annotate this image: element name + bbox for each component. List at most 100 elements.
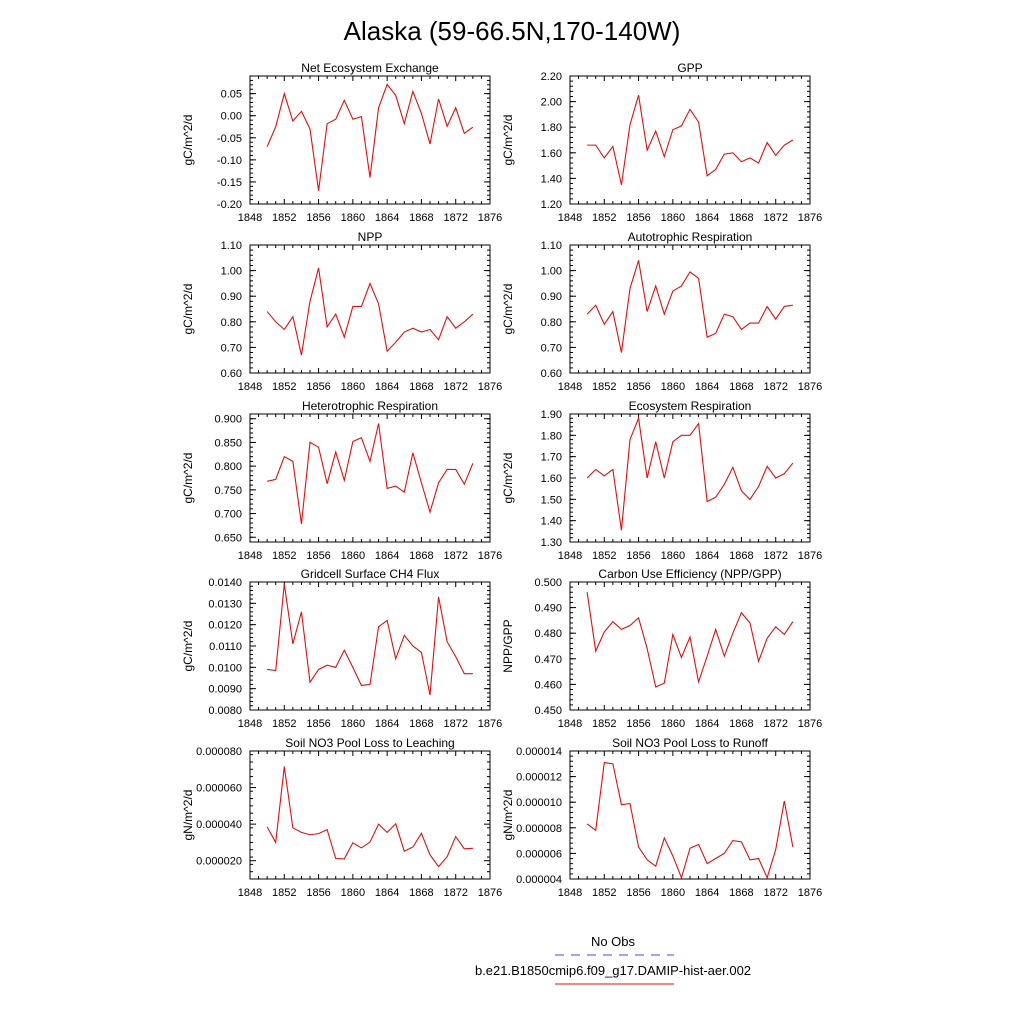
panel-5: Heterotrophic Respiration gC/m^2/d 1848 185… [181, 399, 502, 562]
y-tick-label: 0.00 [221, 111, 242, 123]
y-tick-label: 1.60 [541, 148, 562, 160]
y-tick-label: 0.90 [541, 291, 562, 303]
y-tick-label: 1.20 [541, 199, 562, 211]
series-line [586, 260, 793, 353]
panel-7: Gridcell Surface CH4 Flux gC/m^2/d 1848 185… [181, 567, 502, 730]
y-tick-label: 0.80 [541, 317, 562, 329]
y-tick-label: 0.000080 [196, 746, 242, 758]
x-tick-label: 1868 [409, 212, 433, 224]
y-tick-label: -0.15 [217, 177, 242, 189]
panel-3: NPP gC/m^2/d 1848 1852 1856 1860 1864 1868 1872 1… [181, 230, 502, 393]
x-tick-label: 1860 [661, 381, 685, 393]
x-tick-label: 1860 [341, 887, 365, 899]
series-line [586, 592, 794, 688]
x-tick-label: 1852 [592, 718, 616, 730]
y-tick-label: 1.40 [541, 173, 562, 185]
x-tick-label: 1860 [661, 212, 685, 224]
x-tick-label: 1856 [626, 381, 650, 393]
x-tick-label: 1852 [272, 550, 296, 562]
y-tick-label: 0.0140 [208, 577, 242, 589]
panel-title: Heterotrophic Respiration [302, 399, 438, 413]
x-tick-label: 1864 [695, 550, 719, 562]
y-tick-label: 0.470 [534, 654, 562, 666]
x-tick-label: 1868 [409, 718, 433, 730]
x-tick-label: 1856 [306, 381, 330, 393]
x-tick-label: 1856 [306, 718, 330, 730]
x-tick-label: 1868 [409, 550, 433, 562]
x-tick-label: 1872 [443, 381, 467, 393]
y-tick-label: 0.800 [214, 461, 242, 473]
x-tick-label: 1848 [238, 212, 262, 224]
y-axis-label: gN/m^2/d [181, 790, 195, 841]
panel-9: Soil NO3 Pool Loss to Leaching gN/m^2/d 18… [181, 736, 502, 899]
panel-title: Autotrophic Respiration [628, 230, 753, 244]
series-line [266, 83, 474, 191]
y-axis-label: gC/m^2/d [181, 115, 195, 166]
y-tick-label: 1.00 [541, 266, 562, 278]
x-tick-label: 1864 [695, 718, 719, 730]
x-tick-label: 1848 [238, 550, 262, 562]
x-tick-label: 1848 [238, 381, 262, 393]
y-axis-label: NPP/GPP [501, 619, 515, 672]
x-tick-label: 1868 [729, 381, 753, 393]
panel-2: GPP gC/m^2/d 1848 1852 1856 1860 1864 1868 1872 1… [501, 61, 822, 224]
y-tick-label: 0.80 [221, 317, 242, 329]
panel-title: Soil NO3 Pool Loss to Leaching [285, 736, 454, 750]
y-tick-label: -0.10 [217, 155, 242, 167]
x-tick-label: 1876 [798, 550, 822, 562]
x-tick-label: 1848 [238, 887, 262, 899]
y-tick-label: 1.80 [541, 430, 562, 442]
x-tick-label: 1864 [695, 381, 719, 393]
x-tick-label: 1856 [306, 887, 330, 899]
y-tick-label: 0.900 [214, 414, 242, 426]
x-tick-label: 1852 [272, 887, 296, 899]
y-axis-label: gC/m^2/d [501, 284, 515, 335]
panel-1: Net Ecosystem Exchange gC/m^2/d 1848 1852 18… [181, 61, 502, 224]
series-line [586, 761, 794, 880]
y-tick-label: 1.40 [541, 516, 562, 528]
y-tick-label: 1.80 [541, 122, 562, 134]
y-tick-label: 0.460 [534, 679, 562, 691]
panels: Net Ecosystem Exchange gC/m^2/d 1848 1852 18… [181, 61, 822, 899]
x-tick-label: 1876 [478, 718, 502, 730]
x-tick-label: 1876 [478, 212, 502, 224]
legend: No Obs b.e21.B1850cmip6.f09_g17.DAMIP-hi… [475, 934, 751, 985]
y-tick-label: 0.000004 [516, 874, 562, 886]
x-tick-label: 1864 [375, 381, 399, 393]
x-tick-label: 1872 [443, 550, 467, 562]
y-tick-label: 0.000010 [516, 797, 562, 809]
panel-6: Ecosystem Respiration gC/m^2/d 1848 1852 185… [501, 399, 822, 562]
y-tick-label: 0.000006 [516, 848, 562, 860]
x-tick-label: 1876 [478, 550, 502, 562]
y-tick-label: 0.0130 [208, 598, 242, 610]
x-tick-label: 1848 [238, 718, 262, 730]
x-tick-label: 1876 [798, 887, 822, 899]
x-tick-label: 1848 [558, 212, 582, 224]
y-axis-label: gC/m^2/d [501, 453, 515, 504]
y-axis-label: gC/m^2/d [181, 284, 195, 335]
y-tick-label: 0.000012 [516, 772, 562, 784]
x-tick-label: 1860 [661, 887, 685, 899]
y-tick-label: 0.000014 [516, 746, 562, 758]
panel-title: Gridcell Surface CH4 Flux [301, 567, 440, 581]
y-tick-label: 0.490 [534, 603, 562, 615]
x-tick-label: 1876 [798, 212, 822, 224]
y-tick-label: 0.0110 [209, 641, 242, 653]
x-tick-label: 1872 [763, 381, 787, 393]
x-tick-label: 1872 [763, 718, 787, 730]
panel-title: Soil NO3 Pool Loss to Runoff [612, 736, 769, 750]
legend-label-obs: No Obs [591, 934, 636, 949]
figure-title: Alaska (59-66.5N,170-140W) [344, 16, 681, 46]
y-tick-label: 0.850 [214, 437, 242, 449]
series-line [267, 584, 473, 696]
y-tick-label: 1.00 [221, 266, 242, 278]
y-tick-label: 2.20 [541, 71, 562, 83]
panel-4: Autotrophic Respiration gC/m^2/d 1848 1852 1… [501, 230, 822, 393]
x-tick-label: 1872 [763, 550, 787, 562]
panel-title: NPP [358, 230, 383, 244]
x-tick-label: 1860 [341, 718, 365, 730]
x-tick-label: 1864 [375, 887, 399, 899]
x-tick-label: 1872 [443, 718, 467, 730]
